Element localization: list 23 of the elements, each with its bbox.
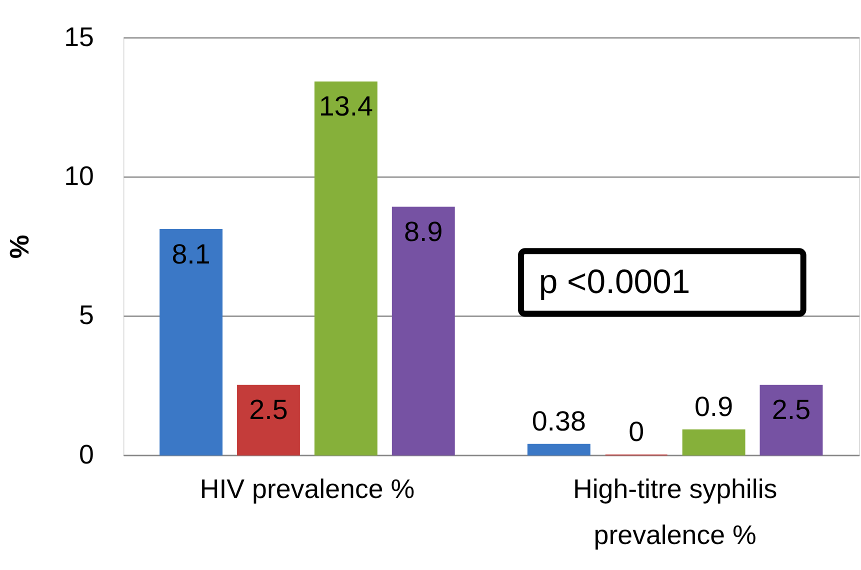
y-tick-label: 5: [79, 300, 94, 330]
y-tick-label: 15: [64, 22, 94, 52]
annotation: p <0.0001: [538, 262, 690, 301]
bar: [392, 206, 455, 456]
y-tick-label: 10: [64, 161, 94, 192]
y-tick-label: 0: [79, 439, 94, 470]
y-axis-title: %: [4, 234, 34, 259]
bar: [237, 384, 300, 456]
data-label: 8.1: [172, 238, 210, 270]
bar: [160, 228, 223, 456]
bar: [314, 81, 378, 456]
data-label: 13.4: [318, 90, 374, 122]
data-label: 0: [628, 416, 644, 448]
x-tick-label: HIV prevalence %: [200, 474, 415, 504]
data-label: 2.5: [249, 394, 288, 426]
bar: [760, 384, 823, 456]
data-label: 2.5: [772, 394, 811, 426]
data-label: 0.9: [694, 390, 734, 422]
data-label: 0.38: [532, 405, 586, 436]
x-tick-label: High-titre syphilis prevalence %: [572, 474, 778, 550]
bar: [682, 429, 746, 456]
data-label: 8.9: [404, 216, 443, 248]
bar: [527, 444, 590, 456]
